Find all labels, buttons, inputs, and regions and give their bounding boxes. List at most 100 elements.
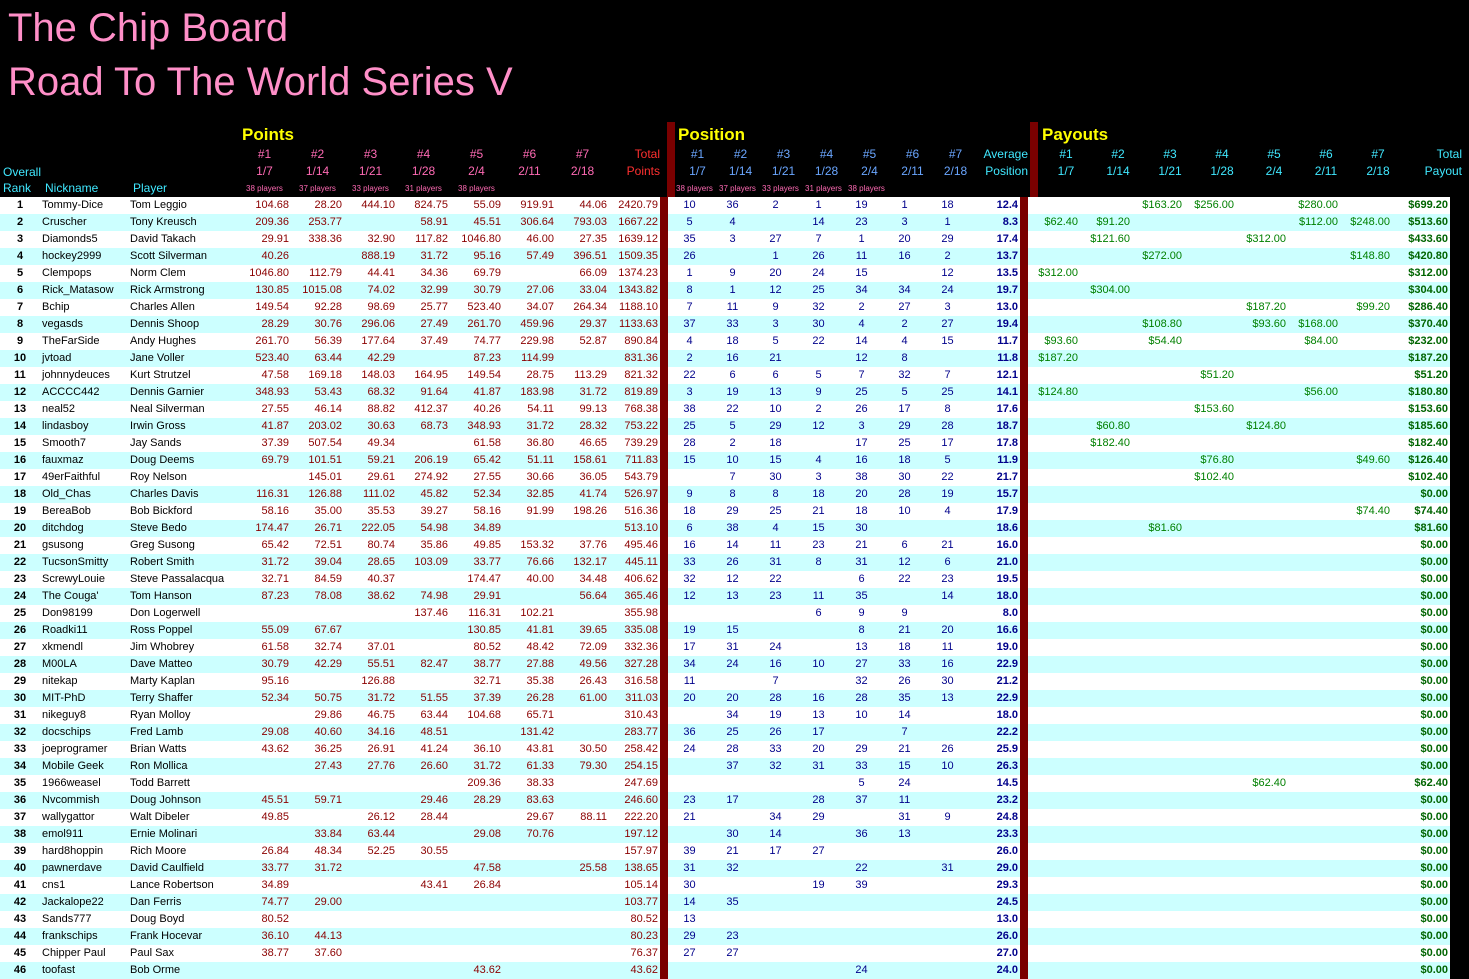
points-cell: 793.03 (573, 216, 607, 228)
payout-cell: $51.20 (1200, 369, 1234, 381)
position-cell: 34 (683, 658, 696, 670)
position-cell: 17 (769, 845, 782, 857)
rank-cell: 23 (13, 573, 27, 585)
position-cell: 24 (726, 658, 739, 670)
position-cell: 18 (855, 505, 868, 517)
table-row: 26 Roadki11 Ross Poppel 55.09 67.67 130.85 41.… (0, 622, 1450, 639)
section-divider (660, 758, 668, 775)
section-divider (1020, 469, 1028, 486)
position-cell: 31 (855, 556, 868, 568)
position-cell: 28 (726, 743, 739, 755)
position-cell: 31 (769, 556, 782, 568)
points-cell: 56.64 (579, 590, 607, 602)
section-divider (1020, 945, 1028, 962)
position-cell: 5 (815, 369, 822, 381)
position-cell: 2 (772, 199, 779, 211)
nickname-cell: hockey2999 (42, 250, 102, 262)
total-points-cell: 332.36 (624, 641, 658, 653)
points-cell: 56.39 (314, 335, 342, 347)
rank-cell: 38 (13, 828, 27, 840)
total-payout-cell: $102.40 (1408, 471, 1448, 483)
total-payout-cell: $699.20 (1408, 199, 1448, 211)
points-cell: 29.00 (314, 896, 342, 908)
position-cell (883, 945, 926, 962)
points-cell: 55.09 (261, 624, 289, 636)
player-cell: Jim Whobrey (130, 641, 195, 653)
points-player-count: 31 players (405, 184, 442, 193)
total-payout-cell: $185.60 (1408, 420, 1448, 432)
nickname-cell: nitekap (42, 675, 78, 687)
points-cell: 116.31 (468, 607, 501, 619)
payout-cell (1236, 384, 1288, 401)
points-cell: 203.02 (308, 420, 342, 432)
payout-cell (1340, 486, 1392, 503)
payout-cell (1184, 350, 1236, 367)
payout-cell (1132, 843, 1184, 860)
payout-cell (1028, 588, 1080, 605)
position-cell (883, 877, 926, 894)
position-cell: 16 (812, 692, 825, 704)
position-cell: 10 (898, 505, 911, 517)
payout-cell (1132, 639, 1184, 656)
position-cell (668, 605, 711, 622)
position-cell (754, 775, 797, 792)
total-points-cell: 222.20 (624, 811, 658, 823)
points-cell: 52.25 (367, 845, 395, 857)
points-cell: 54.11 (527, 403, 554, 415)
payout-cell (1080, 724, 1132, 741)
points-cell (503, 520, 556, 537)
position-cell (711, 962, 754, 979)
payout-cell (1080, 843, 1132, 860)
position-cell (883, 588, 926, 605)
payout-cell (1340, 469, 1392, 486)
position-cell: 33 (769, 743, 782, 755)
position-cell: 18 (683, 505, 696, 517)
points-cell: 40.37 (367, 573, 395, 585)
total-payout-cell: $0.00 (1420, 488, 1448, 500)
points-cell: 1015.08 (302, 284, 342, 296)
payout-event-number: #6 (1319, 147, 1333, 161)
position-cell: 29 (941, 233, 954, 245)
section-divider (1020, 877, 1028, 894)
position-cell: 35 (898, 692, 911, 704)
rank-cell: 44 (13, 930, 27, 942)
player-cell: Greg Susong (130, 539, 195, 551)
position-cell: 22 (683, 369, 696, 381)
position-cell: 14 (726, 539, 739, 551)
points-cell: 59.71 (314, 794, 342, 806)
total-points-cell: 768.38 (624, 403, 658, 415)
payout-cell (1288, 843, 1340, 860)
average-position-cell: 18.7 (996, 420, 1018, 432)
payout-cell (1288, 758, 1340, 775)
points-cell: 41.81 (526, 624, 554, 636)
payout-cell (1236, 435, 1288, 452)
position-cell: 25 (769, 505, 782, 517)
points-cell (503, 588, 556, 605)
nickname-cell: Mobile Geek (42, 760, 104, 772)
rank-cell: 28 (13, 658, 27, 670)
total-points-cell: 516.36 (624, 505, 658, 517)
payout-cell (1132, 775, 1184, 792)
payout-cell (1236, 469, 1288, 486)
payout-cell (1080, 537, 1132, 554)
payout-cell: $187.20 (1038, 352, 1078, 364)
player-cell: Tom Hanson (130, 590, 192, 602)
payout-cell (1236, 860, 1288, 877)
payout-cell (1288, 367, 1340, 384)
points-cell (238, 775, 291, 792)
payout-cell (1288, 588, 1340, 605)
position-cell: 26 (726, 556, 739, 568)
position-cell: 8 (686, 284, 693, 296)
points-cell (556, 520, 609, 537)
average-position-cell: 15.7 (996, 488, 1018, 500)
payout-cell (1184, 214, 1236, 231)
position-event-number: #2 (733, 147, 748, 161)
average-position-cell: 13.0 (996, 301, 1018, 313)
position-cell: 12 (941, 267, 954, 279)
points-cell: 27.76 (367, 760, 395, 772)
points-cell: 34.16 (367, 726, 395, 738)
section-divider (1020, 384, 1028, 401)
payout-cell (1288, 520, 1340, 537)
table-row: 24 The Couga' Tom Hanson 87.23 78.08 38.62 74.… (0, 588, 1450, 605)
position-cell: 12 (769, 284, 782, 296)
